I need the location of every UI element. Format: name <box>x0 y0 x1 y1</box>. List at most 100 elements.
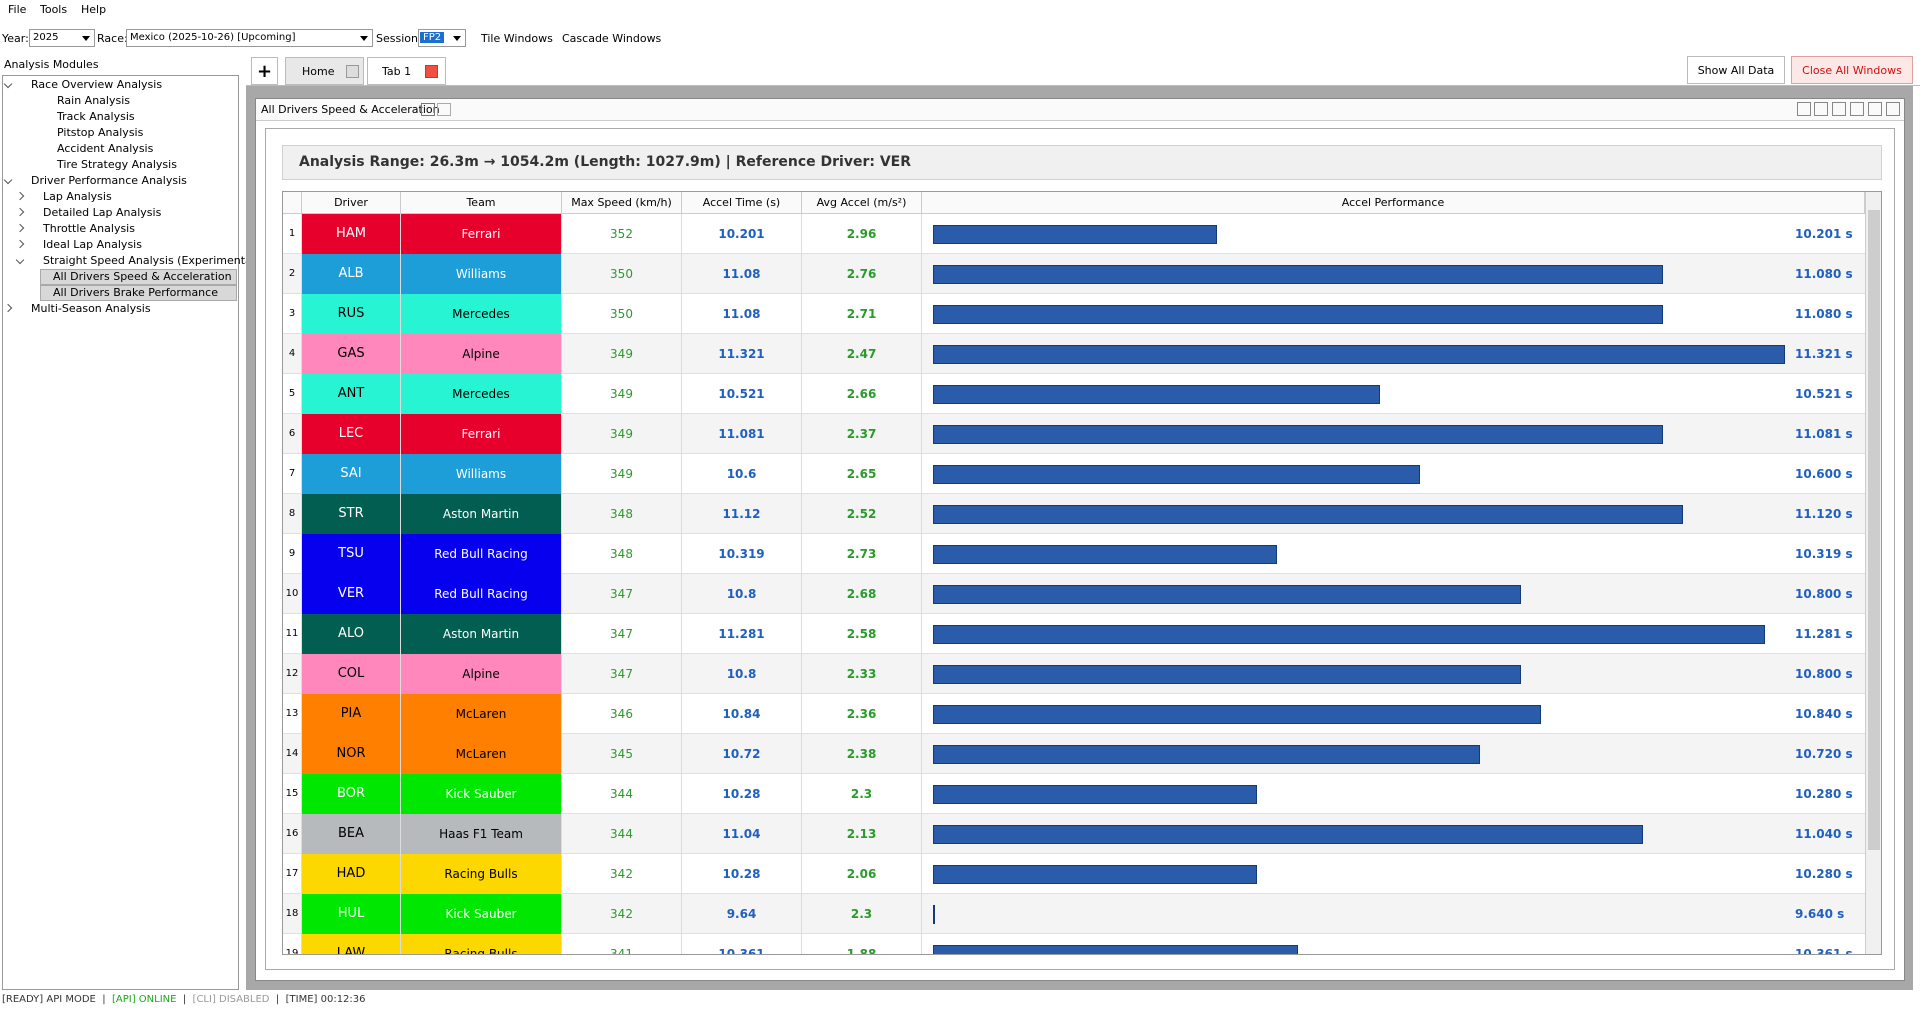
tree-toggle[interactable] <box>15 191 25 201</box>
tree-item[interactable]: Tire Strategy Analysis <box>57 158 177 171</box>
column-header[interactable]: Avg Accel (m/s²) <box>802 192 922 213</box>
tree-item[interactable]: Straight Speed Analysis (Experimental) <box>43 254 260 267</box>
tree-item[interactable]: All Drivers Brake Performance <box>40 285 237 301</box>
column-header[interactable]: Accel Time (s) <box>682 192 802 213</box>
tree-item[interactable]: Lap Analysis <box>43 190 112 203</box>
tree-toggle[interactable] <box>15 239 25 249</box>
avg-accel: 2.73 <box>802 534 922 574</box>
row-number: 2 <box>283 254 302 294</box>
tree-item[interactable]: All Drivers Speed & Acceleration <box>40 269 237 285</box>
close-all-windows[interactable]: Close All Windows <box>1791 56 1913 84</box>
tree-toggle[interactable] <box>3 79 13 89</box>
tree-item[interactable]: Detailed Lap Analysis <box>43 206 162 219</box>
accel-time: 9.64 <box>682 894 802 934</box>
column-header[interactable]: Team <box>401 192 562 213</box>
perf-cell: 11.040 s <box>922 814 1865 854</box>
tree-item[interactable]: Accident Analysis <box>57 142 154 155</box>
scroll-thumb[interactable] <box>1868 210 1880 850</box>
accel-bar <box>933 505 1684 524</box>
table-row: 14 NOR McLaren 345 10.72 2.38 10.720 s <box>283 734 1865 774</box>
accel-time: 10.28 <box>682 854 802 894</box>
status-bar: [READY] API MODE | [API] ONLINE | [CLI] … <box>2 994 366 1005</box>
accel-time: 11.081 <box>682 414 802 454</box>
row-number: 7 <box>283 454 302 494</box>
menu-tools[interactable]: Tools <box>40 3 68 16</box>
module-tree: Race Overview Analysis Rain Analysis Track… <box>2 75 259 990</box>
tree-item[interactable]: Track Analysis <box>57 110 135 123</box>
year-select[interactable]: 2025 <box>29 29 95 47</box>
tree-toggle[interactable] <box>3 175 13 185</box>
tree-toggle[interactable] <box>3 303 13 313</box>
driver-cell: SAI <box>302 454 401 494</box>
window-settings[interactable] <box>1814 102 1828 116</box>
max-speed: 349 <box>562 374 682 414</box>
tree-toggle[interactable] <box>15 255 25 265</box>
accel-bar <box>933 905 935 924</box>
perf-label: 11.281 s <box>1795 627 1853 641</box>
menu-help[interactable]: Help <box>81 3 107 16</box>
tree-item[interactable]: Pitstop Analysis <box>57 126 144 139</box>
tree-item[interactable]: Rain Analysis <box>57 94 130 107</box>
tab-close[interactable] <box>346 65 359 78</box>
tree-item[interactable]: Driver Performance Analysis <box>31 174 187 187</box>
row-number: 14 <box>283 734 302 774</box>
tree-item[interactable]: Multi-Season Analysis <box>31 302 151 315</box>
status-api: [API] ONLINE <box>111 994 177 1005</box>
accel-bar <box>933 345 1785 364</box>
column-header[interactable]: Driver <box>302 192 401 213</box>
perf-cell: 10.800 s <box>922 654 1865 694</box>
table-row: 11 ALO Aston Martin 347 11.281 2.58 11.281 s <box>283 614 1865 654</box>
window-shade[interactable] <box>1850 102 1864 116</box>
max-speed: 347 <box>562 574 682 614</box>
window-maximize[interactable] <box>1868 102 1882 116</box>
perf-cell: 11.321 s <box>922 334 1865 374</box>
accel-time: 11.08 <box>682 254 802 294</box>
row-number: 6 <box>283 414 302 454</box>
session-select[interactable]: FP2 <box>418 29 466 47</box>
max-speed: 344 <box>562 774 682 814</box>
add-tab[interactable]: + <box>251 57 278 85</box>
accel-bar <box>933 705 1542 724</box>
tab-close[interactable] <box>425 65 438 78</box>
perf-label: 11.080 s <box>1795 267 1853 281</box>
tree-toggle[interactable] <box>15 223 25 233</box>
accel-bar <box>933 865 1258 884</box>
accel-time: 10.319 <box>682 534 802 574</box>
show-all-data[interactable]: Show All Data <box>1687 56 1785 84</box>
perf-cell: 10.280 s <box>922 774 1865 814</box>
row-number: 3 <box>283 294 302 334</box>
driver-cell: ALO <box>302 614 401 654</box>
max-speed: 350 <box>562 254 682 294</box>
tree-item[interactable]: Ideal Lap Analysis <box>43 238 142 251</box>
team-cell: Haas F1 Team <box>401 814 562 854</box>
accel-time: 10.8 <box>682 574 802 614</box>
column-header[interactable]: Max Speed (km/h) <box>562 192 682 213</box>
scrollbar <box>1865 192 1881 954</box>
tree-toggle[interactable] <box>15 207 25 217</box>
tab-1[interactable]: Tab 1 <box>367 57 446 85</box>
tile-windows[interactable]: Tile Windows <box>481 32 553 45</box>
window-minimize[interactable] <box>1832 102 1846 116</box>
perf-cell: 10.720 s <box>922 734 1865 774</box>
row-number: 8 <box>283 494 302 534</box>
menu-file[interactable]: File <box>8 3 27 16</box>
column-header[interactable]: Accel Performance <box>922 192 1865 213</box>
window-restore[interactable] <box>1797 102 1811 116</box>
race-select[interactable]: Mexico (2025-10-26) [Upcoming] <box>126 29 373 47</box>
tab-home[interactable]: Home <box>285 57 364 85</box>
table-row: 1 HAM Ferrari 352 10.201 2.96 10.201 s <box>283 214 1865 254</box>
tree-item[interactable]: Throttle Analysis <box>43 222 135 235</box>
window-close[interactable] <box>1886 102 1900 116</box>
status-ready: [READY] API MODE <box>2 994 96 1005</box>
avg-accel: 2.06 <box>802 854 922 894</box>
panel-frame <box>265 128 1895 970</box>
year-label: Year: <box>2 32 29 45</box>
max-speed: 349 <box>562 334 682 374</box>
table-row: 2 ALB Williams 350 11.08 2.76 11.080 s <box>283 254 1865 294</box>
tree-item[interactable]: Race Overview Analysis <box>31 78 163 91</box>
perf-label: 9.640 s <box>1795 907 1845 921</box>
row-number: 4 <box>283 334 302 374</box>
tab-label: Tab 1 <box>382 65 412 78</box>
cascade-windows[interactable]: Cascade Windows <box>562 32 662 45</box>
tab-bar <box>246 56 1920 86</box>
